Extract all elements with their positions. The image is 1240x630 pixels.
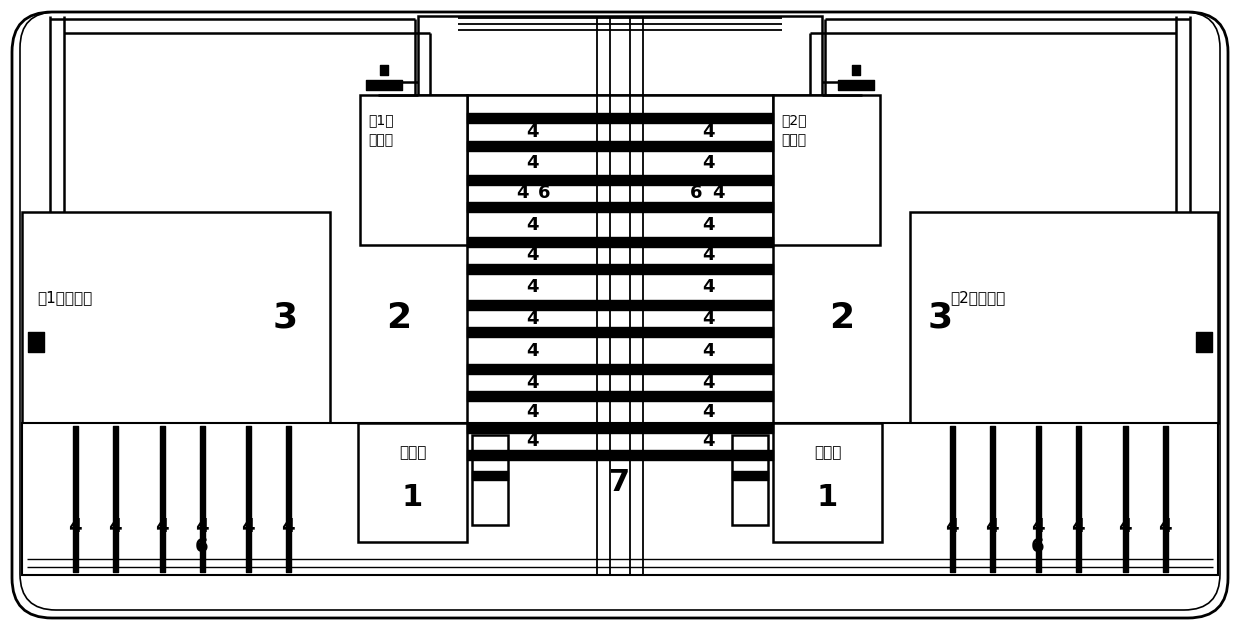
Text: 4: 4	[1118, 517, 1132, 537]
Text: 4: 4	[702, 154, 714, 172]
Bar	[773, 423, 882, 542]
Text: 主控楼: 主控楼	[399, 445, 427, 461]
Text: 4: 4	[526, 403, 538, 421]
Text: 1: 1	[817, 483, 838, 512]
Text: 4: 4	[526, 246, 538, 265]
Text: 3: 3	[928, 301, 952, 335]
Text: 4: 4	[1158, 517, 1172, 537]
Text: 6: 6	[1032, 537, 1045, 556]
Text: 主控楼: 主控楼	[813, 445, 841, 461]
Text: 4: 4	[68, 517, 82, 537]
Text: 4: 4	[702, 123, 714, 141]
Bar	[472, 435, 508, 525]
Text: 朗2低: 朗2低	[781, 113, 806, 127]
Text: 4: 4	[526, 341, 538, 360]
Text: 端阀厅: 端阀厅	[781, 133, 806, 147]
Bar	[22, 212, 330, 423]
Text: 4: 4	[526, 154, 538, 172]
Text: 4: 4	[516, 185, 528, 202]
Text: 4: 4	[986, 517, 998, 537]
Text: 6: 6	[195, 537, 208, 556]
Text: 端阀厅: 端阀厅	[368, 133, 393, 147]
Text: 4: 4	[712, 185, 724, 202]
Text: 4: 4	[702, 433, 714, 450]
Text: 4: 4	[1071, 517, 1085, 537]
Text: 1: 1	[402, 483, 423, 512]
Text: 4: 4	[1032, 517, 1045, 537]
Text: 4: 4	[945, 517, 959, 537]
Text: 2: 2	[386, 301, 412, 335]
Text: 4: 4	[195, 517, 208, 537]
Bar	[360, 95, 467, 245]
Text: 朗2高端阀厅: 朗2高端阀厅	[950, 290, 1006, 305]
Bar	[22, 423, 1218, 575]
Text: 4: 4	[526, 433, 538, 450]
Text: 4: 4	[526, 278, 538, 296]
Text: 4: 4	[702, 403, 714, 421]
Text: 4: 4	[526, 309, 538, 328]
Text: 6: 6	[689, 185, 702, 202]
Text: 4: 4	[702, 309, 714, 328]
Text: 4: 4	[702, 246, 714, 265]
FancyBboxPatch shape	[12, 12, 1228, 618]
Text: 4: 4	[108, 517, 122, 537]
Text: 4: 4	[702, 374, 714, 391]
Bar	[732, 435, 768, 525]
Bar	[773, 95, 880, 245]
Text: 朗1低: 朗1低	[368, 113, 393, 127]
Text: 4: 4	[702, 341, 714, 360]
Bar	[910, 212, 1218, 423]
Text: 4: 4	[526, 374, 538, 391]
Text: 4: 4	[702, 278, 714, 296]
Text: 3: 3	[273, 301, 298, 335]
Text: 6: 6	[538, 185, 551, 202]
Text: 朗1高端阀厅: 朗1高端阀厅	[37, 290, 92, 305]
Text: 4: 4	[526, 123, 538, 141]
Bar	[358, 423, 467, 542]
Bar	[467, 95, 773, 462]
Bar	[418, 16, 822, 95]
Text: 4: 4	[702, 215, 714, 234]
Text: 4: 4	[526, 215, 538, 234]
Text: 7: 7	[609, 468, 631, 497]
Text: 2: 2	[828, 301, 854, 335]
Text: 4: 4	[155, 517, 169, 537]
Text: 4: 4	[242, 517, 254, 537]
Text: 4: 4	[281, 517, 295, 537]
